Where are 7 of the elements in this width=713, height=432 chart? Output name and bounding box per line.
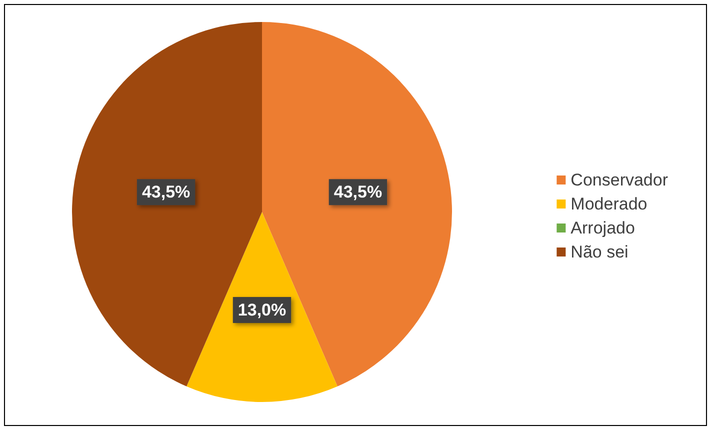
legend-label: Não sei	[570, 242, 628, 262]
data-label: 43,5%	[142, 182, 190, 202]
legend-label: Moderado	[570, 194, 648, 214]
data-label: 13,0%	[238, 300, 286, 320]
data-label: 43,5%	[334, 182, 382, 202]
legend-label: Conservador	[570, 170, 668, 190]
legend-label: Arrojado	[570, 218, 635, 238]
